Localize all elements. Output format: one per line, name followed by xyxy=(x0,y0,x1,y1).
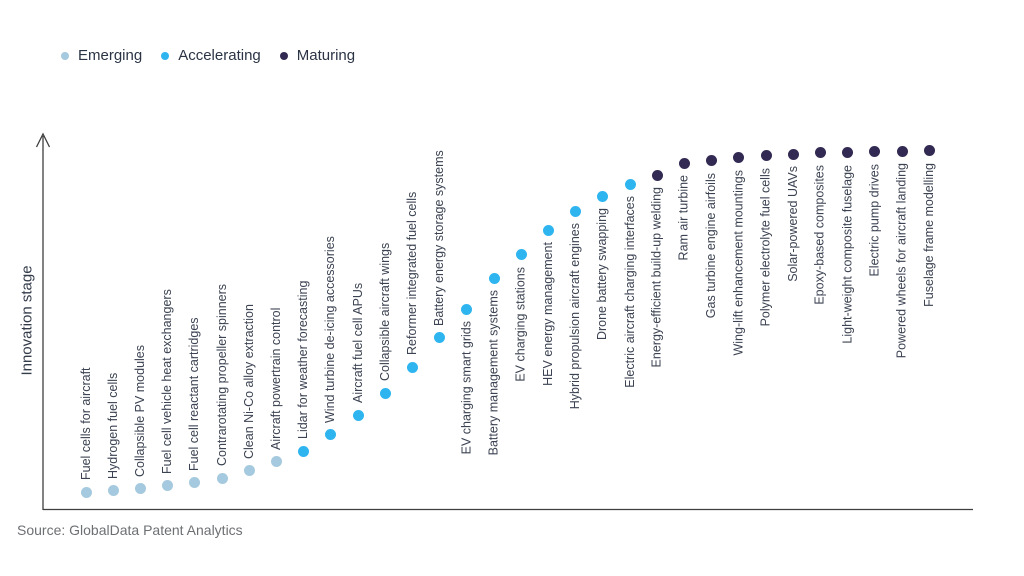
point-label-gas-turbine-engine-airfoils: Gas turbine engine airfoils xyxy=(704,172,719,319)
legend-label-maturing: Maturing xyxy=(296,47,356,64)
point-label-powered-wheels-for-aircraft-landing: Powered wheels for aircraft landing xyxy=(894,163,909,359)
point-label-lidar-for-weather-forecasting: Lidar for weather forecasting xyxy=(296,280,311,440)
legend-item-maturing: Maturing xyxy=(279,47,356,65)
point-label-light-weight-composite-fuselage: Light-weight composite fuselage xyxy=(840,164,855,344)
dot-icon-hydrogen-fuel-cells xyxy=(107,485,119,497)
legend-label-emerging: Emerging xyxy=(78,47,143,64)
point-label-battery-management-systems: Battery management systems xyxy=(486,290,501,456)
dot-icon-gas-turbine-engine-airfoils xyxy=(706,155,718,167)
dot-icon-ram-air-turbine xyxy=(678,157,690,169)
dot-icon-solar-powered-uavs xyxy=(787,148,799,160)
dot-icon-aircraft-powertrain-control xyxy=(270,456,282,468)
dot-icon-hev-energy-management xyxy=(542,224,554,236)
point-label-reformer-integrated-fuel-cells: Reformer integrated fuel cells xyxy=(404,191,419,356)
point-label-aircraft-powertrain-control: Aircraft powertrain control xyxy=(268,307,283,450)
dot-icon-wing-lift-enhancement-mountings xyxy=(733,152,745,164)
point-label-ev-charging-stations: EV charging stations xyxy=(513,266,528,382)
dot-icon-lidar-for-weather-forecasting xyxy=(298,445,310,457)
point-label-collapsible-pv-modules: Collapsible PV modules xyxy=(132,344,147,477)
maturing-dot-icon xyxy=(279,52,288,60)
point-label-electric-aircraft-charging-interfaces: Electric aircraft charging interfaces xyxy=(622,196,637,388)
dot-icon-drone-battery-swapping xyxy=(597,190,609,202)
dot-icon-battery-management-systems xyxy=(488,272,500,284)
point-label-fuel-cells-for-aircraft: Fuel cells for aircraft xyxy=(78,367,93,481)
point-label-wing-lift-enhancement-mountings: Wing-lift enhancement mountings xyxy=(731,169,746,356)
point-label-battery-energy-storage-systems: Battery energy storage systems xyxy=(432,150,447,326)
legend-item-emerging: Emerging xyxy=(61,47,142,65)
point-label-ram-air-turbine: Ram air turbine xyxy=(676,175,691,261)
dot-icon-clean-ni-co-alloy-extraction xyxy=(243,465,255,477)
dot-icon-fuel-cell-vehicle-heat-exchangers xyxy=(162,480,174,492)
point-label-ev-charging-smart-grids: EV charging smart grids xyxy=(459,321,474,455)
dot-icon-fuselage-frame-modelling xyxy=(923,145,935,157)
dot-icon-electric-pump-drives xyxy=(869,146,881,158)
dot-icon-contrarotating-propeller-spinners xyxy=(216,472,228,484)
point-label-fuel-cell-reactant-cartridges: Fuel cell reactant cartridges xyxy=(187,317,202,471)
dot-icon-fuel-cell-reactant-cartridges xyxy=(189,477,201,489)
dot-icon-battery-energy-storage-systems xyxy=(434,332,446,344)
dot-icon-polymer-electrolyte-fuel-cells xyxy=(760,150,772,162)
point-label-collapsible-aircraft-wings: Collapsible aircraft wings xyxy=(377,242,392,382)
dot-icon-aircraft-fuel-cell-apus xyxy=(352,409,364,421)
source-note: Source: GlobalData Patent Analytics xyxy=(17,522,243,538)
point-label-hev-energy-management: HEV energy management xyxy=(540,242,555,386)
point-label-hydrogen-fuel-cells: Hydrogen fuel cells xyxy=(105,372,120,479)
dot-icon-hybrid-propulsion-aircraft-engines xyxy=(570,205,582,217)
dot-icon-collapsible-pv-modules xyxy=(134,483,146,495)
dot-icon-energy-efficient-build-up-welding xyxy=(651,169,663,181)
legend: Emerging Accelerating Maturing xyxy=(61,47,355,65)
point-label-wind-turbine-de-icing-accessories: Wind turbine de-icing accessories xyxy=(323,236,338,423)
point-label-clean-ni-co-alloy-extraction: Clean Ni-Co alloy extraction xyxy=(241,303,256,459)
point-label-epoxy-based-composites: Epoxy-based composites xyxy=(812,164,827,305)
point-label-drone-battery-swapping: Drone battery swapping xyxy=(595,208,610,341)
dot-icon-ev-charging-stations xyxy=(515,249,527,261)
point-label-solar-powered-uavs: Solar-powered UAVs xyxy=(785,166,800,282)
axis-arrow-icon xyxy=(35,132,51,148)
point-label-aircraft-fuel-cell-apus: Aircraft fuel cell APUs xyxy=(350,282,365,404)
dot-icon-electric-aircraft-charging-interfaces xyxy=(624,178,636,190)
point-label-electric-pump-drives: Electric pump drives xyxy=(867,163,882,277)
accelerating-dot-icon xyxy=(161,52,170,60)
point-label-polymer-electrolyte-fuel-cells: Polymer electrolyte fuel cells xyxy=(758,167,773,327)
point-label-hybrid-propulsion-aircraft-engines: Hybrid propulsion aircraft engines xyxy=(568,223,583,410)
dot-icon-reformer-integrated-fuel-cells xyxy=(406,361,418,373)
dot-icon-epoxy-based-composites xyxy=(814,147,826,159)
dot-icon-ev-charging-smart-grids xyxy=(461,303,473,315)
emerging-dot-icon xyxy=(61,52,69,60)
dot-icon-light-weight-composite-fuselage xyxy=(842,147,854,159)
point-label-fuselage-frame-modelling: Fuselage frame modelling xyxy=(921,162,936,307)
legend-label-accelerating: Accelerating xyxy=(178,47,261,64)
dot-icon-powered-wheels-for-aircraft-landing xyxy=(896,145,908,157)
dot-icon-wind-turbine-de-icing-accessories xyxy=(325,429,337,441)
legend-item-accelerating: Accelerating xyxy=(161,47,261,65)
dot-icon-collapsible-aircraft-wings xyxy=(379,387,391,399)
point-label-fuel-cell-vehicle-heat-exchangers: Fuel cell vehicle heat exchangers xyxy=(160,289,175,474)
point-label-contrarotating-propeller-spinners: Contrarotating propeller spinners xyxy=(214,283,229,467)
dot-icon-fuel-cells-for-aircraft xyxy=(80,486,92,498)
point-label-energy-efficient-build-up-welding: Energy-efficient build-up welding xyxy=(649,187,664,368)
